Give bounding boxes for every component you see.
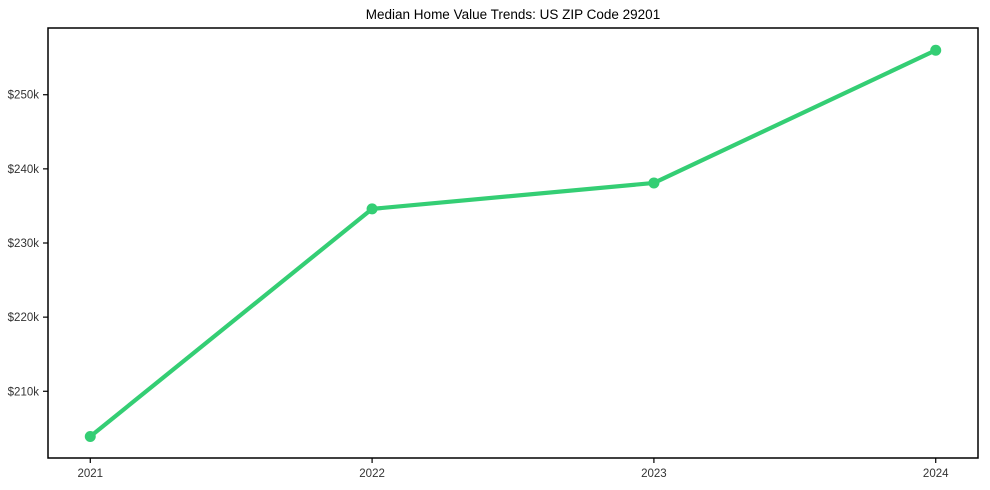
data-point-marker <box>84 431 96 442</box>
x-tick-label: 2022 <box>359 468 385 480</box>
trend-line <box>88 48 938 439</box>
y-tick-label: $230k <box>8 238 40 250</box>
x-tick-label: 2024 <box>923 468 949 480</box>
data-point-marker <box>648 177 660 189</box>
chart-title: Median Home Value Trends: US ZIP Code 29… <box>365 7 661 22</box>
data-point-marker <box>366 203 378 215</box>
plot-frame <box>47 27 979 459</box>
x-tick-label: 2021 <box>77 468 103 480</box>
y-tick-label: $210k <box>8 386 40 398</box>
data-point-marker <box>930 44 942 56</box>
y-tick-label: $220k <box>8 312 40 324</box>
x-tick-label: 2023 <box>641 468 667 480</box>
y-tick-label: $240k <box>8 164 40 176</box>
y-tick-label: $250k <box>8 90 40 102</box>
